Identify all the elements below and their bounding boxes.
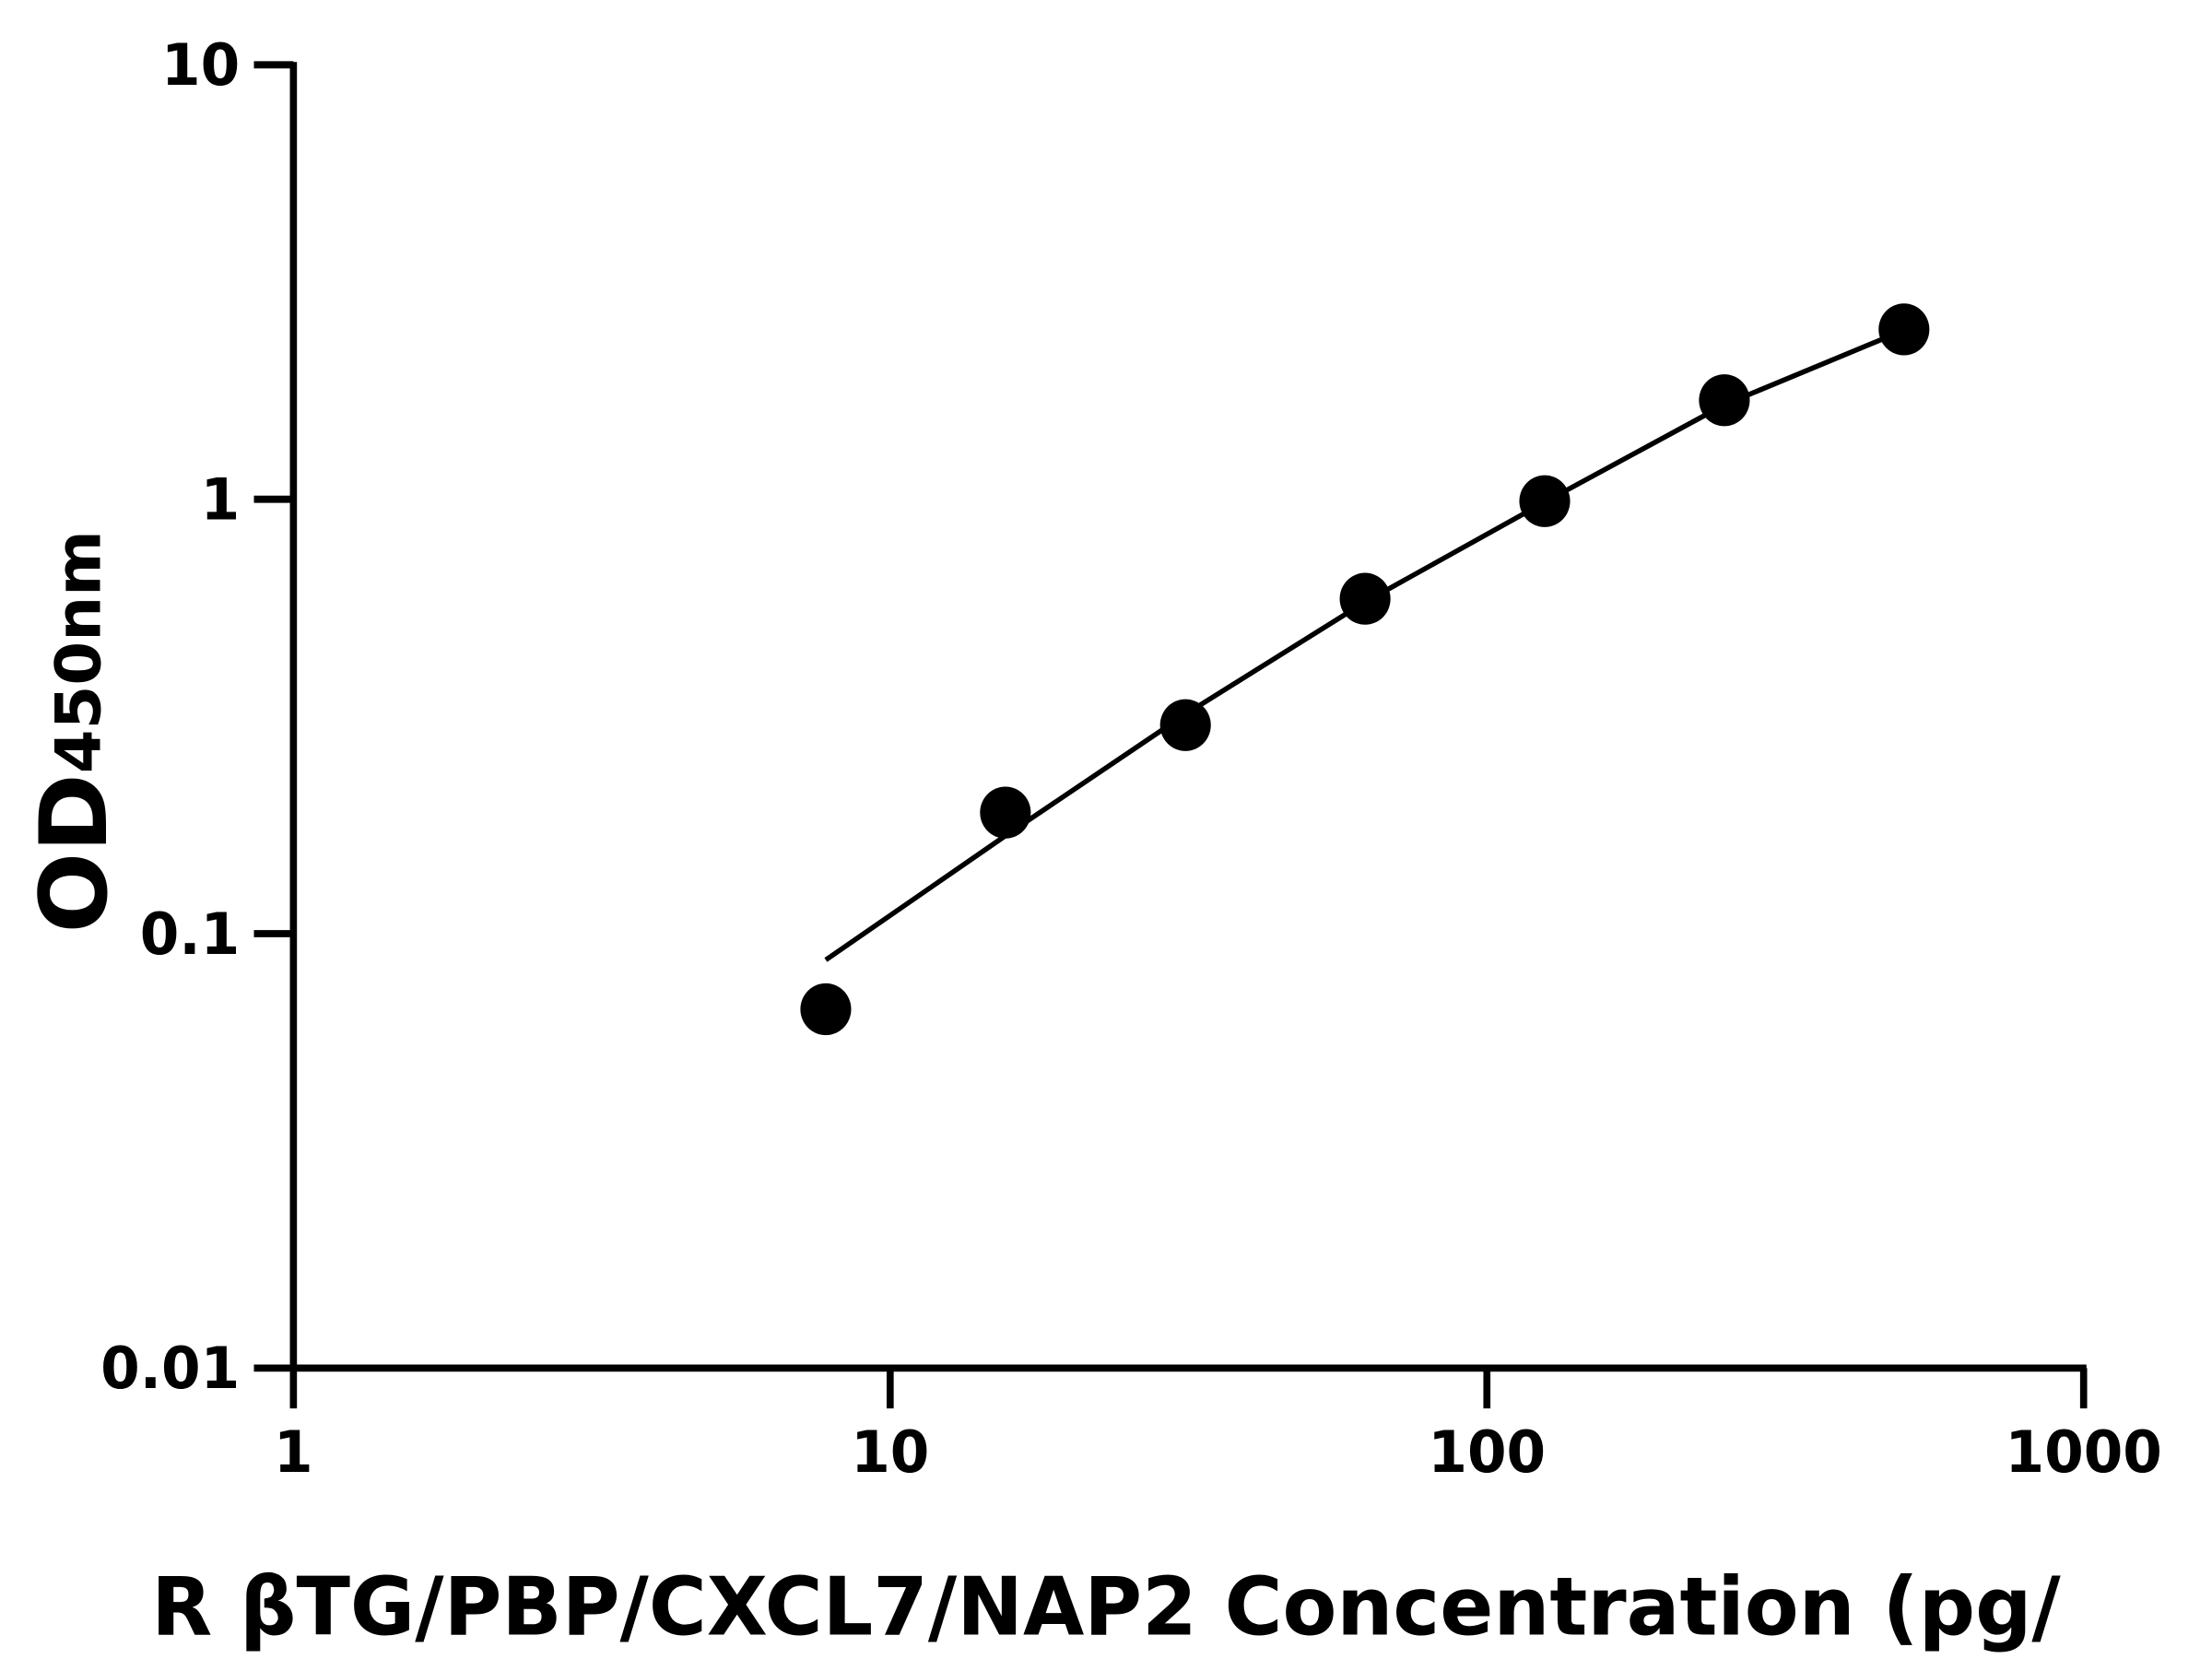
y-tick-label: 10 <box>161 32 240 100</box>
y-axis-label: OD450nm <box>20 530 129 933</box>
x-tick-label: 1000 <box>2006 1418 2162 1486</box>
data-point <box>1159 699 1211 751</box>
data-point <box>1699 374 1750 427</box>
data-point <box>1878 303 1930 356</box>
x-axis-label: R βTG/PBP/CXCL7/NAP2 Concentration (pg/ <box>151 1561 2061 1654</box>
x-tick-label: 10 <box>851 1418 929 1486</box>
y-tick-label: 0.1 <box>140 900 240 968</box>
data-point <box>980 786 1031 839</box>
y-tick-label: 1 <box>201 466 241 534</box>
fit-curve <box>824 327 1905 962</box>
x-tick-label: 1 <box>274 1418 313 1486</box>
data-point <box>1339 572 1391 625</box>
y-tick-label: 0.01 <box>100 1335 240 1403</box>
y-axis-label-main: OD <box>20 773 129 933</box>
data-point <box>800 982 852 1036</box>
y-axis-label-sub: 450nm <box>43 530 115 773</box>
x-tick-label: 100 <box>1428 1418 1546 1486</box>
